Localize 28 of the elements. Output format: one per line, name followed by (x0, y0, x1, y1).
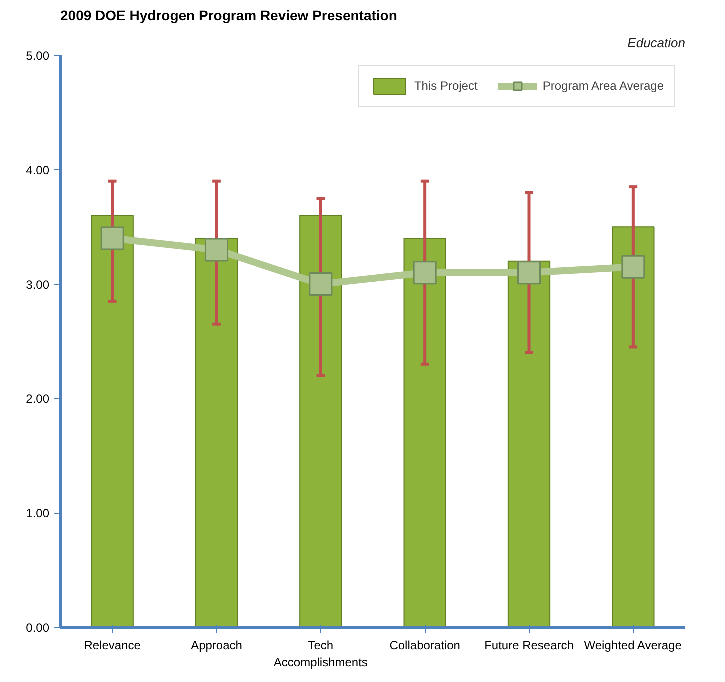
point (100, 226, 124, 250)
bar (300, 215, 342, 628)
x-tick-label: Tech Accomplishments (274, 638, 368, 670)
point (309, 272, 333, 296)
chart-subtitle: Education (628, 36, 686, 50)
x-tick-label: Approach (191, 638, 242, 652)
y-tick-label: 3.00 (26, 278, 50, 292)
point (622, 255, 646, 279)
y-tick-label: 4.00 (26, 163, 50, 178)
bar (404, 238, 446, 628)
x-tick-label: Weighted Average (584, 638, 682, 652)
point (413, 261, 437, 285)
point (518, 261, 541, 285)
y-tick-label: 2.00 (26, 392, 50, 406)
y-tick-label: 5.00 (26, 49, 50, 63)
bar (508, 260, 551, 628)
chart-title: 2009 DOE Hydrogen Program Review Presentation (60, 8, 398, 24)
bar (195, 238, 238, 628)
legend-label: Program Area Average (542, 79, 664, 93)
bar (91, 215, 134, 628)
bar (612, 226, 655, 628)
point (205, 238, 228, 262)
x-tick-label: Relevance (84, 638, 142, 652)
y-tick-label: 1.00 (26, 506, 50, 521)
x-tick-label: Collaboration (390, 638, 460, 652)
y-tick-label: 0.00 (26, 621, 50, 635)
x-tick-label: Future Research (484, 638, 574, 652)
legend-label: This Project (414, 79, 478, 93)
